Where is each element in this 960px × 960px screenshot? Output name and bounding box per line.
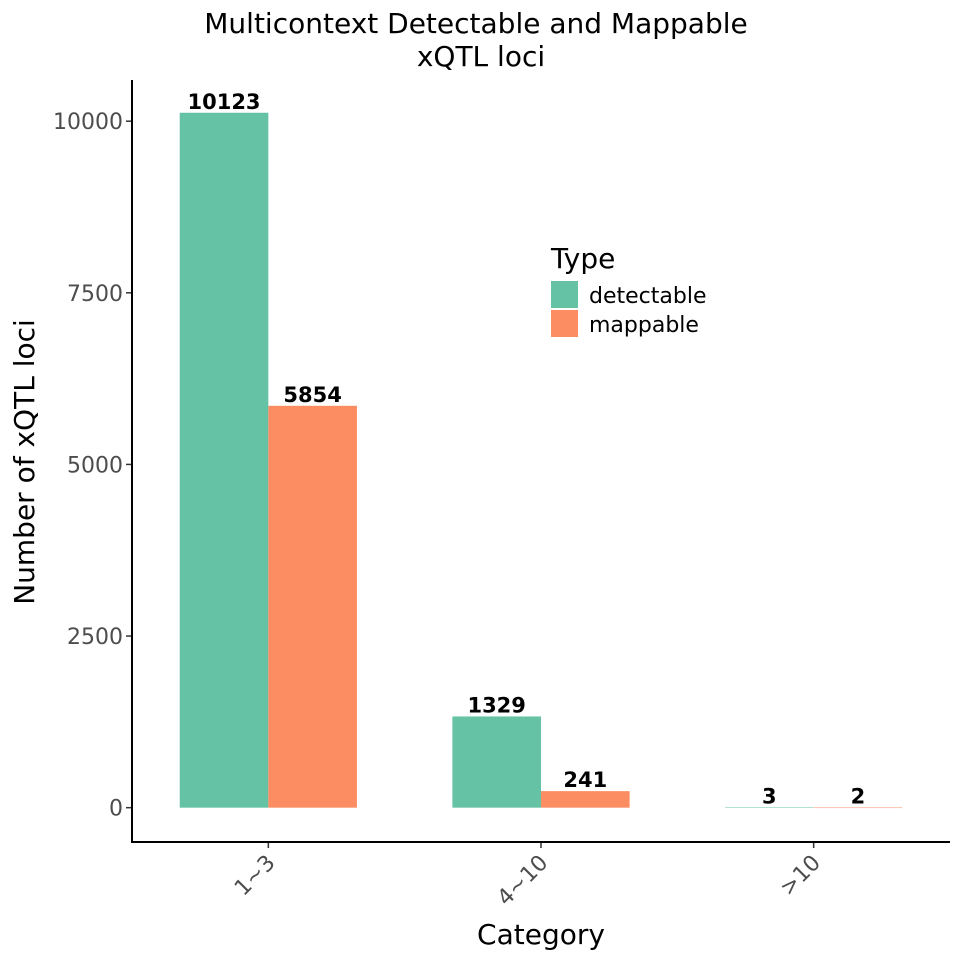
y-tick-label-10000: 10000 <box>53 110 123 135</box>
bar-detectable-10 <box>725 807 814 808</box>
chart-title: Multicontext Detectable and Mappable <box>204 7 747 40</box>
x-tick-label-4-10: 4~10 <box>493 851 553 911</box>
x-axis-title: Category <box>477 918 605 951</box>
data-label-detectable-1-3: 10123 <box>187 90 260 114</box>
legend: Type detectable mappable <box>550 242 706 338</box>
y-tick-label-0: 0 <box>109 797 123 822</box>
data-label-mappable-1-3: 5854 <box>283 383 341 407</box>
bar-detectable-1-3 <box>179 112 269 808</box>
y-axis-title: Number of xQTL loci <box>8 319 41 605</box>
legend-label-mappable: mappable <box>589 313 699 338</box>
x-tick-label-1-3: 1~3 <box>230 851 281 902</box>
x-tick-label-10: >10 <box>775 851 826 902</box>
y-tick-label-2500: 2500 <box>67 625 123 650</box>
bar-mappable-4-10 <box>541 791 630 808</box>
legend-title: Type <box>550 242 615 275</box>
chart-subtitle: xQTL loci <box>417 40 545 73</box>
data-label-detectable-4-10: 1329 <box>467 693 525 717</box>
y-tick-label-7500: 7500 <box>67 282 123 307</box>
bar-mappable-1-3 <box>268 405 357 808</box>
y-tick-label-5000: 5000 <box>67 453 123 478</box>
data-label-mappable-4-10: 241 <box>563 768 607 792</box>
data-label-mappable-10: 2 <box>851 785 866 809</box>
bar-detectable-4-10 <box>452 716 541 808</box>
legend-swatch-mappable <box>551 310 578 337</box>
legend-label-detectable: detectable <box>589 284 706 309</box>
legend-swatch-detectable <box>551 281 578 308</box>
data-label-detectable-10: 3 <box>762 784 777 808</box>
bar-mappable-10 <box>813 807 903 809</box>
